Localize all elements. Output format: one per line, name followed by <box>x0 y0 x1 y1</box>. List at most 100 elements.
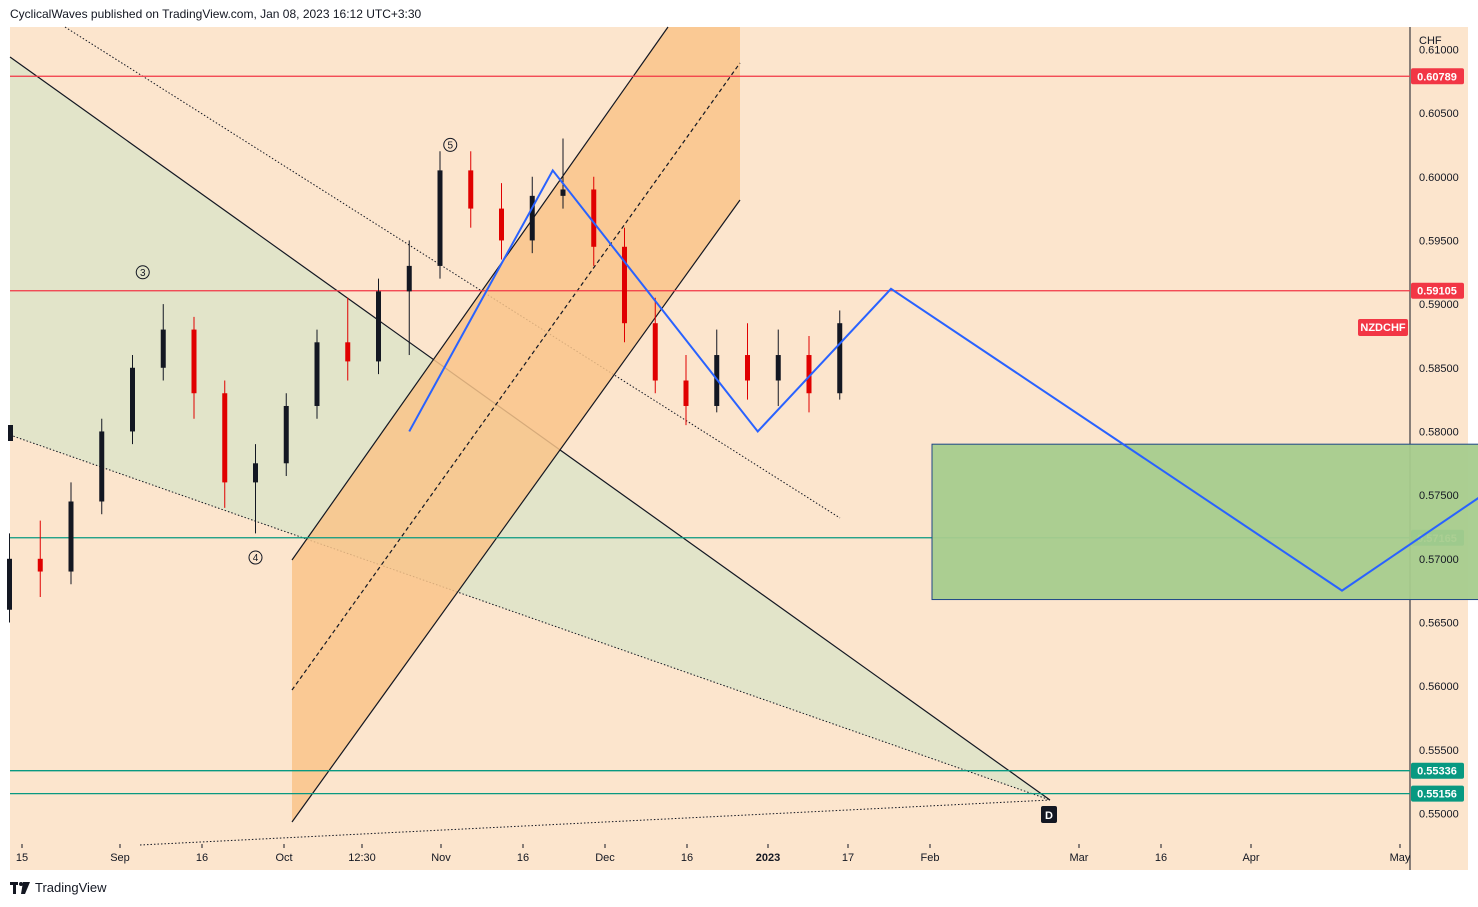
candle-body <box>68 501 74 572</box>
candle-body <box>130 367 135 432</box>
candle-body <box>468 170 474 209</box>
drawings-layer <box>9 26 1051 846</box>
time-tick-label: Dec <box>595 852 615 864</box>
time-tick-label: Apr <box>1242 852 1259 864</box>
time-tick-label: Nov <box>431 852 451 864</box>
price-tick-label: 0.56000 <box>1419 681 1459 693</box>
wave-label-text: 5 <box>447 140 453 151</box>
candle-body <box>7 558 12 610</box>
wave-label-text: 4 <box>253 553 259 564</box>
candle-body <box>222 393 228 483</box>
level-badge-text: 0.55336 <box>1417 766 1457 778</box>
level-badge-text: 0.59105 <box>1417 286 1457 298</box>
time-tick-label: 16 <box>517 852 529 864</box>
level-badge-text: 0.60789 <box>1417 71 1457 83</box>
price-tick-label: 0.56500 <box>1419 617 1459 629</box>
candle-body <box>652 323 658 381</box>
time-tick-label: Oct <box>275 852 292 864</box>
candle-body <box>806 355 812 394</box>
candle-body <box>37 558 43 572</box>
price-tick-label: 0.60000 <box>1419 172 1459 184</box>
candle-body <box>376 291 381 362</box>
candle-body <box>345 342 351 362</box>
time-tick-label: Mar <box>1070 852 1089 864</box>
candle-body <box>775 355 781 381</box>
candle-body <box>837 323 843 394</box>
candle-body <box>99 431 105 502</box>
symbol-badge: NZDCHF <box>1358 319 1408 336</box>
candle-body <box>437 170 443 266</box>
projection-polyline <box>408 168 1478 592</box>
wave-label-text: 3 <box>140 268 146 279</box>
left-edge-marker <box>8 425 13 441</box>
candle-body <box>591 189 597 247</box>
tradingview-logo-icon <box>10 881 30 894</box>
level-badge-text: 0.55156 <box>1417 789 1457 801</box>
long-dotted-trendline <box>64 26 841 519</box>
wave-label-circle <box>443 137 458 152</box>
corner-marker: D <box>1041 806 1057 823</box>
time-axis[interactable]: 15 Sep 16 Oct 12:30 Nov 16 Dec 16 2023 17 Feb Mar 16 A… <box>16 844 1411 864</box>
candle-body <box>622 246 627 324</box>
wave-label-circle <box>248 550 263 565</box>
price-tick-label: 0.59000 <box>1419 299 1459 311</box>
time-scale-background <box>10 844 1468 870</box>
level-badge <box>1411 68 1464 85</box>
channel-mid-line <box>291 62 741 691</box>
price-tick-label: 0.60500 <box>1419 108 1459 120</box>
price-tick-label: 0.58000 <box>1419 426 1459 438</box>
candle-body <box>499 208 504 241</box>
price-tick-label: 0.57000 <box>1419 554 1459 566</box>
bottom-dotted-trendline <box>139 799 1051 846</box>
symbol-badge-bg <box>1358 319 1408 336</box>
price-tick-label: 0.59500 <box>1419 235 1459 247</box>
channel-lower-line <box>291 199 741 823</box>
candle-body <box>745 355 750 381</box>
candle-body <box>314 342 320 406</box>
footer-brand: TradingView <box>35 880 107 895</box>
time-tick-label: 2023 <box>756 852 780 864</box>
channel-upper-line <box>291 26 669 561</box>
wave-labels: 12345 <box>135 137 458 565</box>
time-tick-label: 17 <box>842 852 854 864</box>
price-tick-label: 0.61000 <box>1419 44 1459 56</box>
target-box <box>931 443 1478 601</box>
candle-body <box>529 195 535 241</box>
candle-body <box>160 329 166 368</box>
candle-body <box>253 463 258 483</box>
time-tick-label: May <box>1390 852 1411 864</box>
time-tick-label: Feb <box>921 852 940 864</box>
wave-label-circle <box>135 265 150 280</box>
price-tick-label: 0.57500 <box>1419 490 1459 502</box>
candle-body <box>683 380 689 406</box>
corner-marker-text: D <box>1045 810 1053 822</box>
time-tick-label: 12:30 <box>348 852 376 864</box>
price-tick-label: 0.58500 <box>1419 363 1459 375</box>
rising-channel-fill <box>292 27 740 822</box>
symbol-badge-text: NZDCHF <box>1360 322 1405 334</box>
level-badge <box>1411 762 1464 779</box>
candle-body <box>191 329 197 394</box>
target-zone <box>931 443 1478 601</box>
candle-body <box>283 405 289 464</box>
candle-body <box>406 265 412 292</box>
level-badge <box>1411 785 1464 802</box>
level-badge <box>1411 282 1464 299</box>
time-tick-label: Sep <box>110 852 130 864</box>
price-tick-label: 0.55500 <box>1419 745 1459 757</box>
time-tick-label: 16 <box>1155 852 1167 864</box>
currency-label: CHF <box>1419 35 1442 47</box>
wedge-lower-line <box>9 434 1051 801</box>
price-tick-label: 0.55000 <box>1419 809 1459 821</box>
time-tick-label: 16 <box>681 852 693 864</box>
corner-marker-bg <box>1041 806 1057 823</box>
candle-body <box>560 189 566 196</box>
price-axis[interactable]: 0.61000 0.60500 0.60000 0.59500 0.59000 0.585… <box>1419 44 1459 820</box>
time-tick-label: 15 <box>16 852 28 864</box>
projection-path <box>408 168 1478 592</box>
time-tick-label: 16 <box>196 852 208 864</box>
footer: TradingView <box>10 880 107 895</box>
price-scale-background <box>1410 27 1468 844</box>
publisher-line: CyclicalWaves published on TradingView.c… <box>10 7 422 21</box>
